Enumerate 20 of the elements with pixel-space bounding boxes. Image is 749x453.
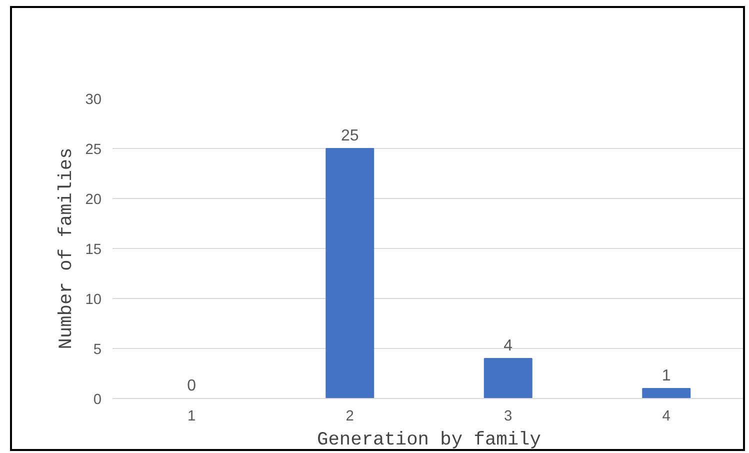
y-tick-label: 0	[93, 392, 102, 408]
bar	[642, 388, 691, 398]
data-label: 0	[187, 378, 196, 394]
y-tick-label: 20	[85, 192, 102, 208]
x-tick-label: 1	[188, 408, 196, 424]
bar	[326, 148, 374, 398]
x-tick-label: 3	[504, 408, 512, 424]
y-axis-title: Number of families	[55, 148, 78, 350]
x-tick-label: 2	[346, 408, 354, 424]
data-label: 1	[662, 368, 671, 384]
y-tick-label: 5	[93, 342, 102, 358]
y-tick-label: 10	[85, 292, 102, 308]
data-label: 4	[504, 338, 513, 354]
bar	[484, 358, 532, 398]
data-label: 25	[340, 128, 359, 144]
x-tick-label: 4	[662, 408, 670, 424]
y-tick-label: 15	[85, 242, 102, 258]
x-axis-title: Generation by family	[317, 428, 541, 450]
y-tick-label: 25	[85, 142, 102, 158]
y-tick-label: 30	[85, 92, 102, 108]
